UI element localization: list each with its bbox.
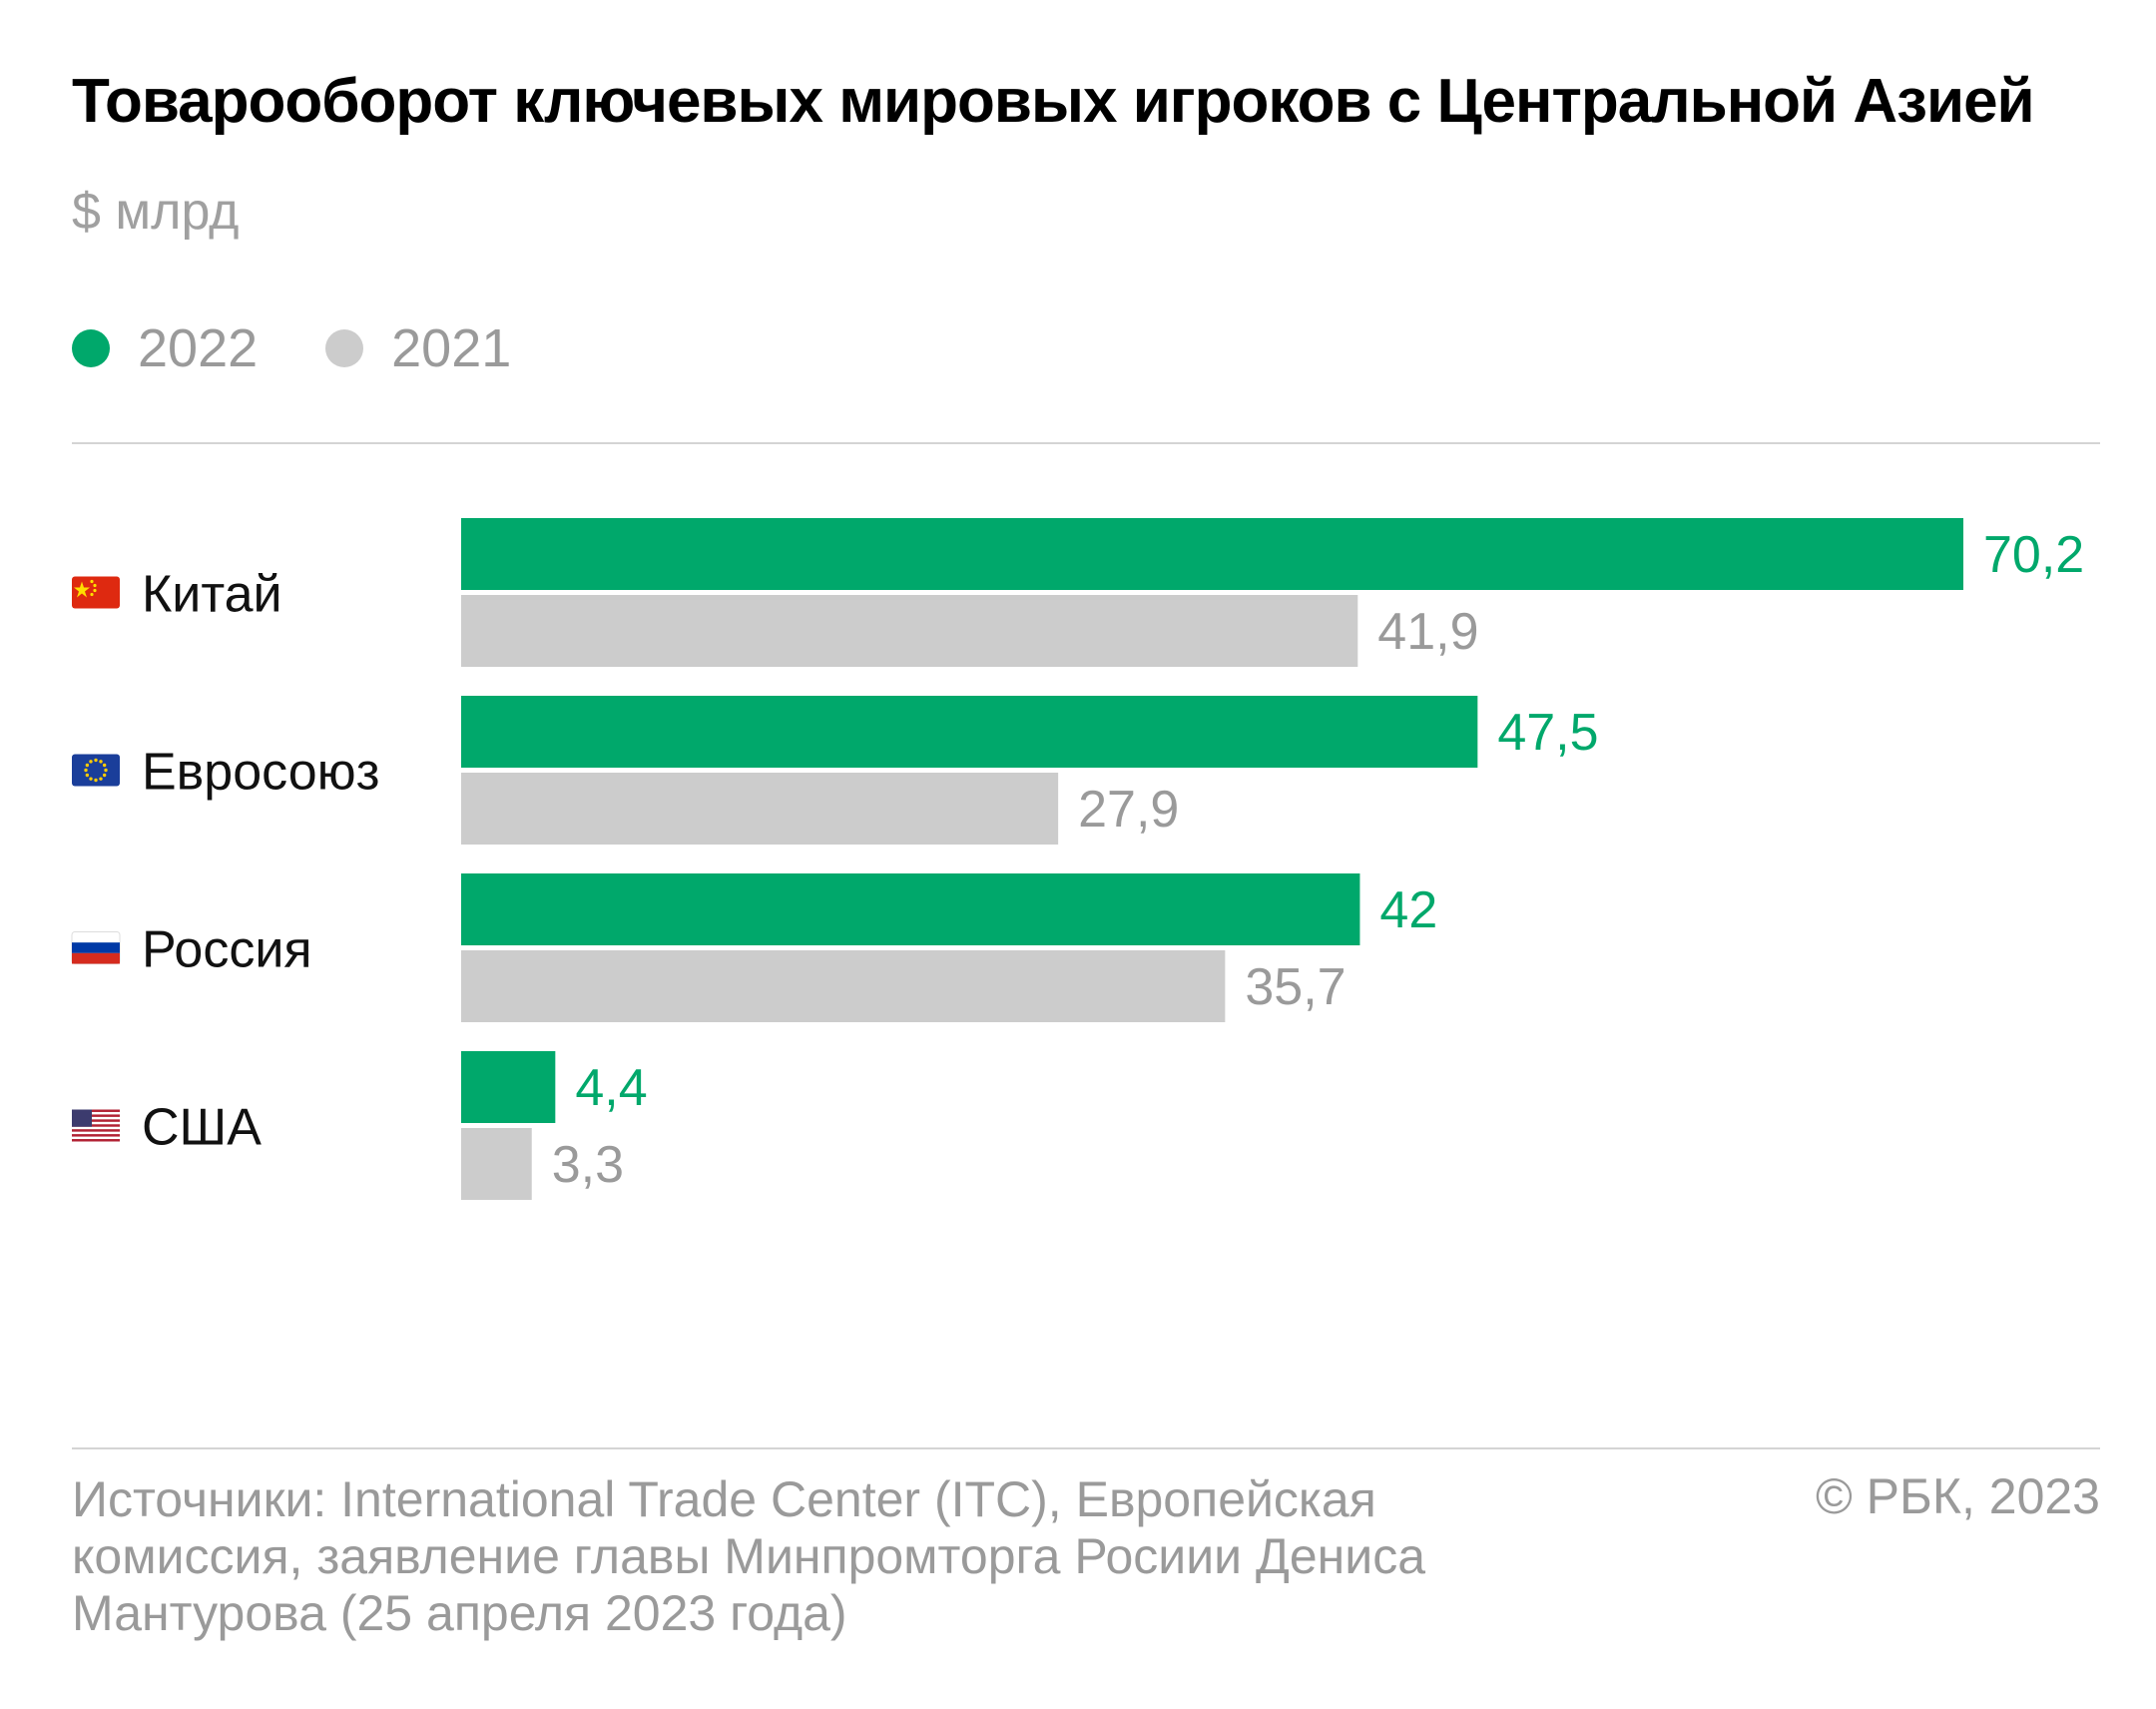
category-label: Россия <box>142 921 312 979</box>
chart-unit: $ млрд <box>72 183 240 241</box>
data-label-2021: 3,3 <box>552 1136 624 1194</box>
data-label-2021: 41,9 <box>1377 603 1478 661</box>
bar-2021 <box>461 950 1226 1022</box>
sources-note: Источники: International Trade Center (I… <box>72 1471 1426 1641</box>
flag-russia-icon <box>71 931 121 964</box>
data-label-2021: 35,7 <box>1245 958 1346 1016</box>
chart-title: Товарооборот ключевых мировых игроков с … <box>72 67 2035 136</box>
bottom-divider <box>72 1447 2100 1449</box>
legend: 2022 2021 <box>72 317 579 379</box>
flag-eu-icon <box>72 754 120 787</box>
flag-china-icon <box>72 576 120 609</box>
bar-2022 <box>461 696 1478 768</box>
bar-2022 <box>461 1051 556 1123</box>
bar-2022 <box>461 873 1360 945</box>
flag-usa-icon <box>72 1109 120 1142</box>
legend-item-2022: 2022 <box>72 317 258 379</box>
top-divider <box>72 442 2100 444</box>
data-label-2022: 4,4 <box>575 1059 647 1117</box>
data-label-2022: 47,5 <box>1497 704 1598 762</box>
bar-2022 <box>461 518 1963 590</box>
legend-dot-2022 <box>72 329 110 367</box>
legend-dot-2021 <box>325 329 364 367</box>
category-label: США <box>142 1099 262 1157</box>
category-label: Китай <box>142 566 282 624</box>
bar-2021 <box>461 1128 532 1200</box>
bar-2021 <box>461 773 1059 845</box>
legend-item-2021: 2021 <box>325 317 511 379</box>
legend-label-2022: 2022 <box>138 318 259 378</box>
data-label-2022: 70,2 <box>1983 526 2084 584</box>
category-label: Евросоюз <box>142 744 380 802</box>
copyright: © РБК, 2023 <box>1815 1468 2100 1524</box>
bar-chart: Китай 70,2 41,9 Евросоюз 47,5 27,9 Россия 42 35,… <box>71 518 2084 1200</box>
data-label-2022: 42 <box>1379 881 1437 939</box>
bar-2021 <box>461 595 1358 667</box>
legend-label-2021: 2021 <box>391 318 512 378</box>
data-label-2021: 27,9 <box>1078 781 1179 839</box>
